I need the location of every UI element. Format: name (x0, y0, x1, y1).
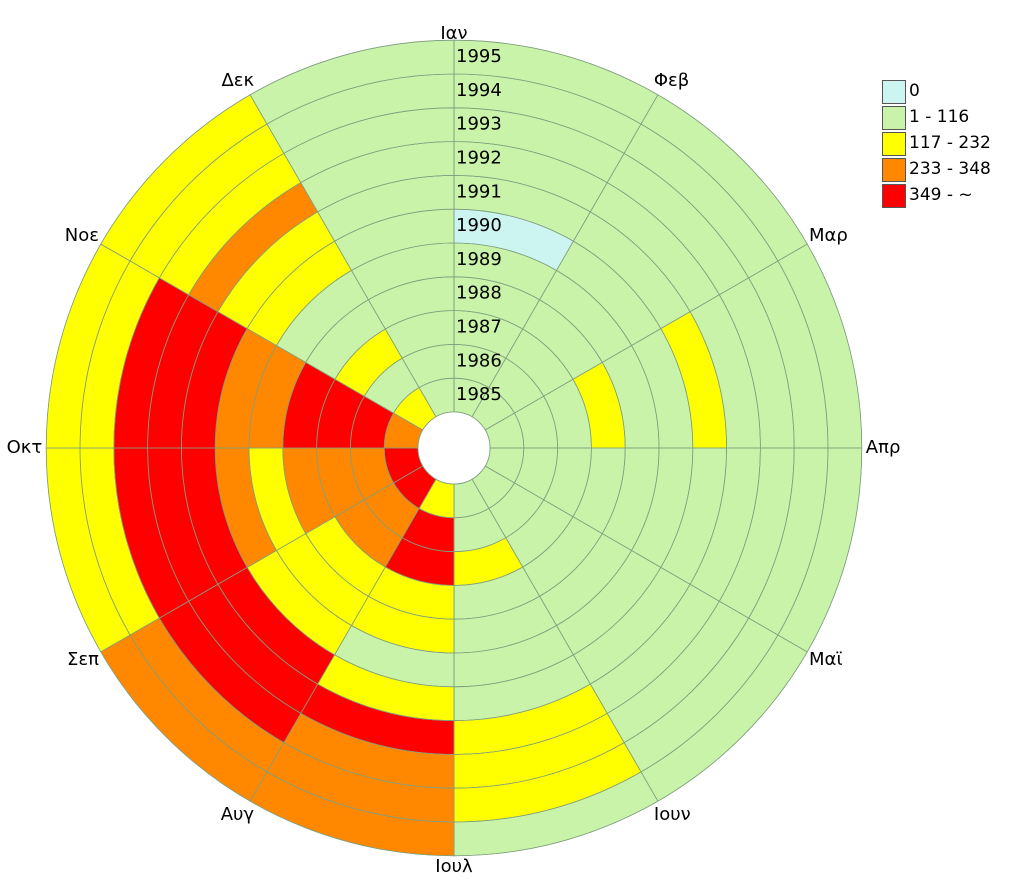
radial-grid-line (100, 465, 424, 653)
year-label: 1991 (456, 181, 502, 202)
month-label: Ιαν (440, 23, 467, 44)
legend-swatch (882, 132, 906, 156)
ring-grid-line (248, 242, 660, 654)
legend-label: 1 - 116 (909, 107, 970, 127)
year-label: 1993 (456, 114, 502, 135)
month-label: Μαρ (809, 225, 848, 246)
radial-grid-line (484, 465, 808, 653)
month-label: Οκτ (7, 437, 43, 458)
legend-swatch (882, 106, 906, 130)
year-label: 1989 (456, 249, 502, 270)
radial-grid-line (249, 94, 437, 418)
ring-grid-line (113, 107, 795, 789)
ring-grid-line (45, 39, 863, 857)
ring-grid-line (282, 276, 626, 620)
ring-grid-line (79, 73, 829, 823)
legend-label: 0 (909, 81, 920, 101)
month-label: Δεκ (221, 70, 254, 91)
ring-grid-line (214, 208, 694, 688)
month-label: Ιουλ (435, 856, 473, 877)
month-label: Σεπ (67, 649, 99, 670)
legend-swatch (882, 80, 906, 104)
center-hole (417, 411, 491, 485)
grid-layer (45, 39, 863, 857)
year-label: 1992 (456, 148, 502, 169)
year-label: 1988 (456, 283, 502, 304)
year-label: 1986 (456, 350, 502, 371)
ring-grid-line (349, 343, 558, 552)
month-label: Μαϊ (809, 649, 843, 670)
legend-label: 349 - ~ (909, 185, 973, 205)
month-label: Φεβ (654, 70, 689, 91)
month-label: Αυγ (221, 804, 255, 825)
year-label: 1990 (456, 215, 502, 236)
legend-label: 233 - 348 (909, 159, 991, 179)
month-label: Νοε (65, 225, 99, 246)
legend-swatch (882, 184, 906, 208)
legend-label: 117 - 232 (909, 133, 991, 153)
year-label: 1994 (456, 80, 502, 101)
ring-grid-line (316, 310, 592, 586)
month-label: Απρ (866, 437, 901, 458)
radial-grid-line (471, 478, 659, 802)
radial-grid-line (249, 478, 437, 802)
year-label: 1995 (456, 46, 502, 67)
ring-grid-line (147, 141, 761, 755)
radial-grid-line (100, 243, 424, 431)
year-label: 1987 (456, 317, 502, 338)
labels-layer: Ιαν Φεβ Μαρ Απρ Μαϊ Ιουν Ιουλ Αυγ Σεπ Οκτ Νοε Δεκ 19… (7, 23, 901, 877)
ring-grid-line (383, 377, 525, 519)
radial-grid-line (484, 243, 808, 431)
year-label: 1985 (456, 384, 502, 405)
legend-swatch (882, 158, 906, 182)
month-label: Ιουν (654, 804, 691, 825)
radial-grid-line (471, 94, 659, 418)
ring-grid-line (180, 174, 728, 722)
